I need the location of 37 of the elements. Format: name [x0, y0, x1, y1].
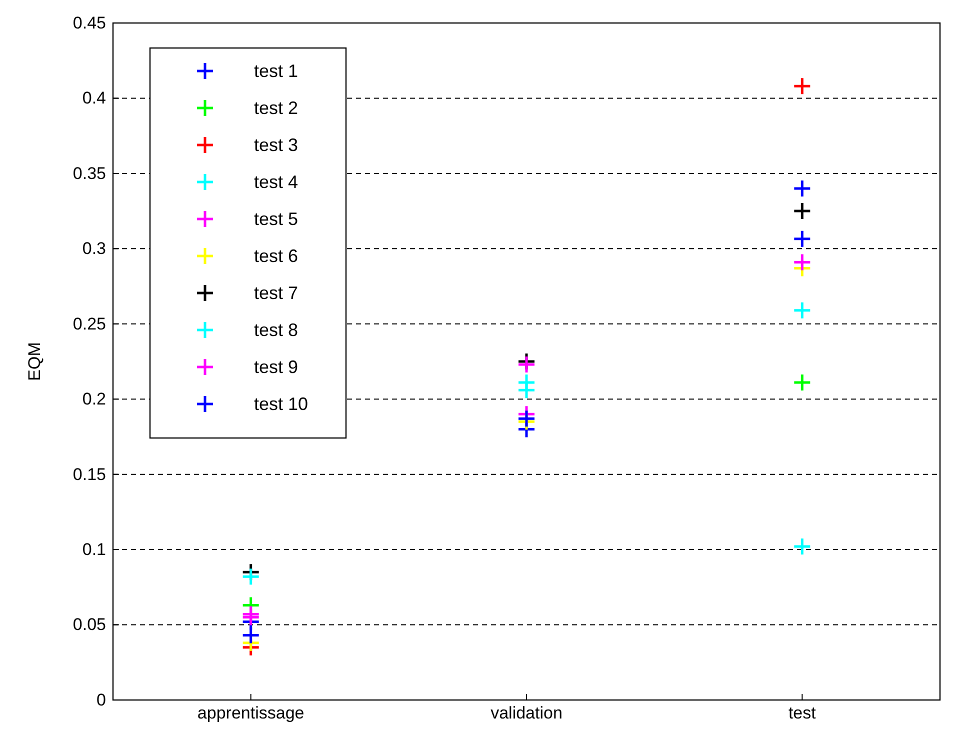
point	[792, 252, 812, 272]
point	[792, 179, 812, 198]
point	[242, 626, 260, 645]
legend-label: test 10	[254, 394, 308, 414]
x-tick-label: test	[788, 703, 816, 722]
point	[242, 604, 260, 624]
legend-label: test 1	[254, 61, 298, 81]
point	[517, 355, 536, 374]
x-tick-label: apprentissage	[197, 703, 304, 722]
y-tick-label: 0.3	[82, 239, 106, 258]
legend-label: test 2	[254, 98, 298, 118]
legend-label: test 4	[254, 172, 298, 192]
y-tick-label: 0.25	[72, 314, 106, 334]
y-tick-label: 0	[96, 690, 106, 710]
x-tick-label: validation	[490, 703, 562, 722]
y-axis-title: EQM	[25, 342, 44, 381]
y-tick-label: 0.05	[72, 615, 106, 634]
legend-label: test 9	[254, 357, 298, 377]
point	[792, 301, 812, 320]
y-tick-label: 0.4	[82, 88, 106, 108]
y-tick-label: 0.35	[72, 164, 106, 183]
point	[242, 567, 260, 586]
legend-label: test 6	[254, 246, 298, 266]
legend-label: test 5	[254, 209, 298, 229]
y-tick-label: 0.2	[82, 390, 106, 409]
point	[792, 537, 812, 556]
point	[792, 202, 812, 220]
y-tick-label: 0.15	[72, 464, 106, 484]
y-tick-label: 0.45	[72, 13, 106, 32]
point	[792, 230, 812, 248]
point	[792, 76, 812, 96]
point	[792, 373, 812, 392]
point	[517, 409, 536, 428]
legend-label: test 8	[254, 320, 298, 340]
legend-label: test 7	[254, 283, 298, 303]
y-tick-label: 0.1	[82, 540, 106, 559]
legend-label: test 3	[254, 135, 298, 155]
